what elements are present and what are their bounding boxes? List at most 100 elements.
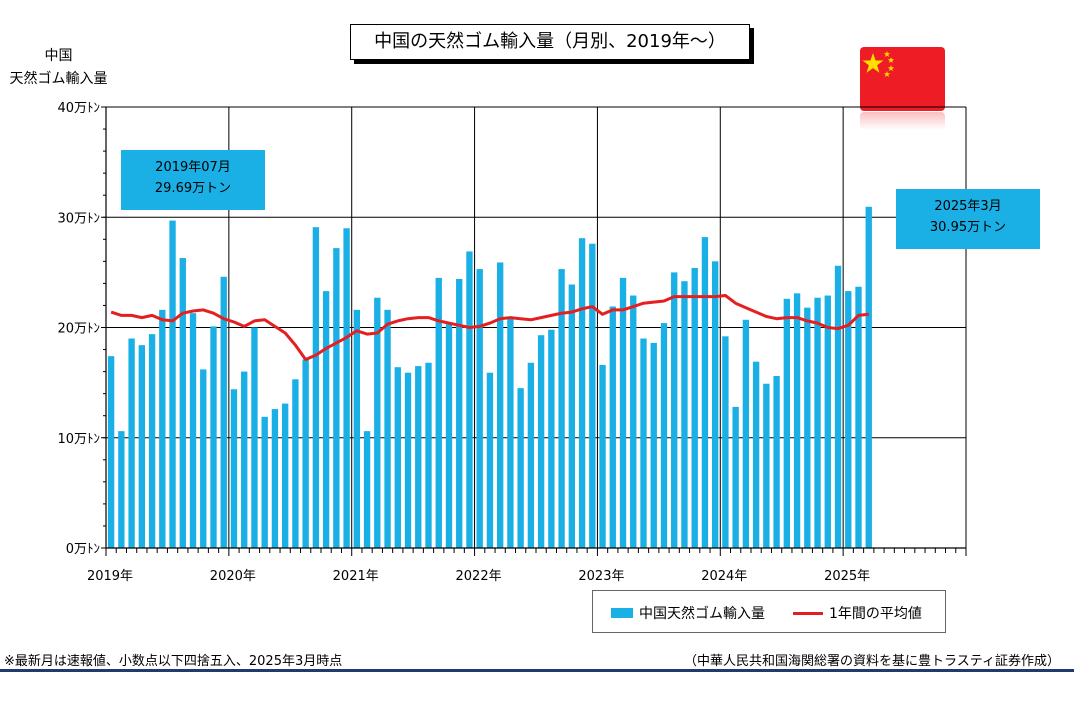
bar (343, 228, 350, 548)
bar (281, 403, 289, 548)
bar (159, 309, 166, 548)
bar (773, 376, 780, 548)
y-tick-label: 30万ﾄﾝ (57, 211, 100, 226)
china-flag-icon (860, 47, 945, 111)
bar (814, 297, 821, 548)
bar (251, 327, 258, 548)
bar (711, 261, 719, 548)
bar (415, 366, 422, 548)
bar (619, 277, 627, 548)
bar (476, 269, 483, 548)
bar (230, 389, 238, 548)
bar (118, 431, 125, 548)
bar (425, 362, 432, 548)
callout-latest-2025: 2025年3月 30.95万トン (896, 189, 1040, 249)
legend-item-line: 1年間の平均値 (793, 603, 922, 623)
bar (179, 258, 186, 548)
average-line (110, 294, 869, 361)
axes: 0万ﾄﾝ 10万ﾄﾝ 20万ﾄﾝ 30万ﾄﾝ 40万ﾄﾝ 2019年 2020年 2021年 2… (57, 101, 967, 584)
legend-bar-swatch (611, 608, 633, 618)
footnote: ※最新月は速報値、小数点以下四捨五入、2025年3月時点 (4, 654, 343, 669)
bar (855, 286, 862, 548)
bar (517, 388, 524, 548)
bar (261, 416, 268, 548)
bar (107, 356, 115, 548)
y-tick-label: 40万ﾄﾝ (57, 101, 100, 116)
callout-peak-2019-date: 2019年07月 (155, 160, 231, 175)
legend-item-bars: 中国天然ゴム輸入量 (611, 603, 765, 623)
bar (384, 309, 391, 548)
bar (578, 238, 586, 548)
bar (824, 295, 831, 548)
flag-small-star (887, 65, 895, 71)
legend-line-label: 1年間の平均値 (829, 606, 922, 622)
bar (691, 267, 698, 548)
x-tick-label: 2023年 (578, 569, 624, 584)
bar (537, 335, 545, 548)
source-note: （中華人民共和国海関総署の資料を基に豊トラスティ証券作成） (684, 654, 1060, 669)
bar (742, 319, 750, 548)
bar (804, 307, 811, 548)
bar (220, 276, 227, 548)
x-tick-label: 2024年 (701, 569, 747, 584)
bar (394, 367, 401, 548)
bar (589, 243, 596, 548)
footer-rule (0, 669, 1074, 672)
bar (640, 338, 647, 548)
bar (353, 309, 361, 548)
y-axis-label-line1: 中国 (44, 48, 73, 64)
bar (701, 237, 709, 548)
bar (456, 278, 463, 548)
bar (292, 379, 299, 548)
bar-series (107, 206, 872, 549)
bar (558, 269, 565, 548)
callout-latest-2025-date: 2025年3月 (934, 199, 1002, 214)
bar (732, 406, 739, 548)
bar (435, 277, 442, 548)
legend: 中国天然ゴム輸入量 1年間の平均値 (592, 590, 946, 633)
bar (466, 251, 473, 549)
bar (793, 293, 801, 548)
bar (312, 227, 320, 549)
x-tick-label: 2025年 (824, 569, 870, 584)
bar (763, 383, 770, 548)
chart-title: 中国の天然ゴム輸入量（月別、2019年～） (350, 24, 750, 60)
legend-line-swatch (793, 611, 823, 615)
bar (241, 371, 248, 548)
bar (609, 306, 616, 548)
bar (404, 372, 412, 548)
bar (548, 329, 555, 548)
bar (568, 284, 576, 548)
x-tick-label: 2019年 (87, 569, 133, 584)
bar (322, 291, 330, 548)
y-axis-label-line2: 天然ゴム輸入量 (9, 71, 108, 87)
bar (681, 281, 688, 548)
bar (599, 364, 606, 548)
bar (128, 338, 135, 548)
bar (445, 324, 453, 548)
x-tick-label: 2022年 (456, 569, 502, 584)
y-tick-label: 20万ﾄﾝ (57, 322, 100, 337)
x-tick-label: 2020年 (210, 569, 256, 584)
bar (486, 372, 494, 548)
bar (363, 431, 371, 548)
bar (138, 345, 146, 548)
bar (333, 248, 340, 548)
bar (189, 313, 197, 548)
x-tick-label: 2021年 (333, 569, 379, 584)
y-tick-label: 10万ﾄﾝ (57, 432, 100, 447)
bar (845, 291, 852, 548)
callout-peak-2019-value: 29.69万トン (154, 181, 232, 196)
bar (722, 336, 729, 548)
bar (527, 362, 535, 548)
bar (507, 318, 514, 548)
bar (200, 369, 207, 548)
average-line-series (110, 294, 869, 361)
callout-peak-2019: 2019年07月 29.69万トン (121, 150, 265, 210)
bar (834, 265, 842, 548)
flag-small-star (887, 57, 895, 63)
bar (210, 326, 217, 548)
bar (752, 361, 760, 548)
bar (302, 359, 309, 548)
bar (660, 323, 668, 548)
